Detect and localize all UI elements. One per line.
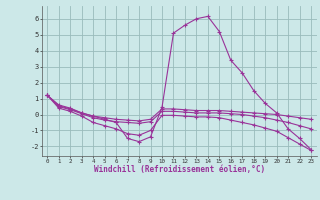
X-axis label: Windchill (Refroidissement éolien,°C): Windchill (Refroidissement éolien,°C)	[94, 165, 265, 174]
